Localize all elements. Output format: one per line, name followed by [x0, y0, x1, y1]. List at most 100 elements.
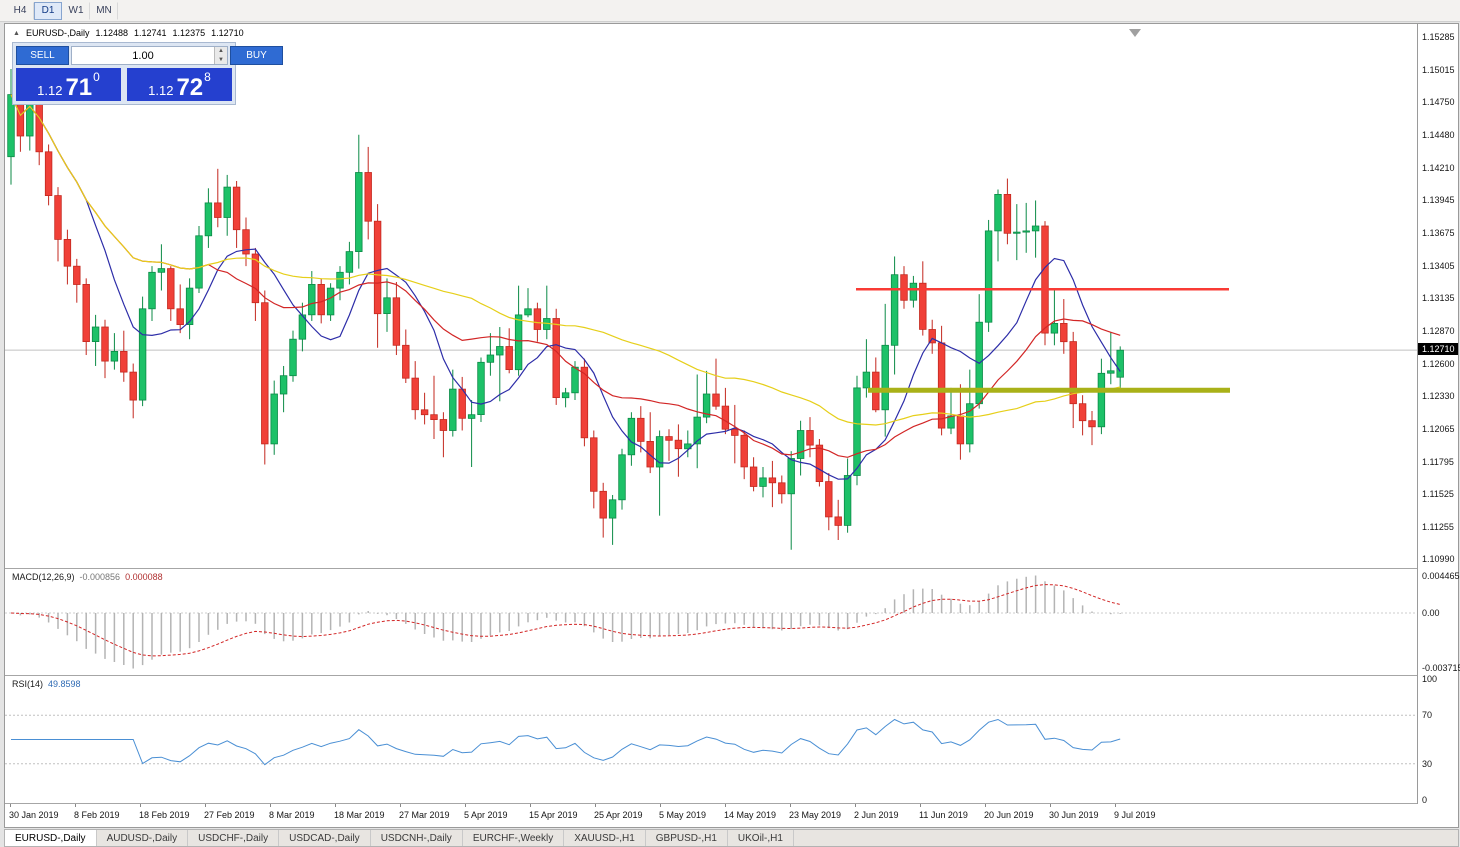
- candle[interactable]: [834, 499, 842, 541]
- candle[interactable]: [496, 327, 504, 402]
- candle[interactable]: [204, 188, 213, 248]
- candle[interactable]: [402, 329, 410, 384]
- candle[interactable]: [157, 244, 166, 291]
- volume-decrease-button[interactable]: ▼: [214, 55, 227, 64]
- candle[interactable]: [176, 284, 184, 334]
- candle[interactable]: [73, 258, 81, 303]
- candle[interactable]: [599, 482, 607, 538]
- candle[interactable]: [768, 460, 777, 508]
- candle[interactable]: [430, 375, 438, 439]
- candle[interactable]: [101, 319, 109, 379]
- candle[interactable]: [63, 229, 72, 285]
- one-click-collapse-icon[interactable]: ▲: [13, 29, 20, 37]
- candle[interactable]: [120, 330, 128, 382]
- candle[interactable]: [289, 330, 297, 382]
- candle[interactable]: [54, 187, 62, 262]
- chart-shift-marker-icon[interactable]: [1129, 29, 1141, 37]
- candle[interactable]: [702, 370, 711, 424]
- candle[interactable]: [467, 400, 476, 467]
- candle[interactable]: [787, 451, 795, 550]
- buy-price-display[interactable]: 1.12 72 8: [127, 68, 232, 101]
- candle[interactable]: [326, 283, 335, 321]
- candle[interactable]: [674, 424, 683, 477]
- symbol-tab[interactable]: XAUUSD-,H1: [564, 830, 646, 846]
- candle[interactable]: [514, 285, 523, 376]
- candle[interactable]: [900, 266, 908, 309]
- buy-button[interactable]: BUY: [230, 46, 283, 65]
- candle[interactable]: [364, 146, 372, 240]
- candle[interactable]: [919, 261, 927, 336]
- candle[interactable]: [1013, 204, 1021, 261]
- candle[interactable]: [270, 380, 278, 455]
- candle[interactable]: [1041, 221, 1049, 346]
- candle[interactable]: [317, 278, 325, 324]
- candle[interactable]: [1069, 331, 1077, 429]
- candle[interactable]: [984, 219, 993, 332]
- symbol-tab[interactable]: USDCNH-,Daily: [371, 830, 463, 846]
- candle[interactable]: [1060, 299, 1068, 354]
- panel-separator[interactable]: [5, 568, 1458, 569]
- candle[interactable]: [439, 412, 448, 458]
- candle[interactable]: [44, 144, 53, 206]
- candle[interactable]: [862, 339, 871, 398]
- candle[interactable]: [373, 204, 382, 348]
- candle[interactable]: [561, 387, 570, 408]
- candle[interactable]: [665, 429, 673, 461]
- candle[interactable]: [91, 314, 100, 366]
- candle[interactable]: [148, 266, 156, 321]
- candle[interactable]: [524, 288, 532, 318]
- candle[interactable]: [411, 361, 419, 420]
- symbol-tab[interactable]: USDCAD-,Daily: [279, 830, 371, 846]
- candle[interactable]: [881, 303, 889, 437]
- candle[interactable]: [420, 392, 429, 425]
- candle[interactable]: [693, 374, 701, 469]
- sell-button[interactable]: SELL: [16, 46, 69, 65]
- candle[interactable]: [392, 282, 401, 356]
- macd-panel[interactable]: [5, 569, 1417, 675]
- candle[interactable]: [590, 430, 598, 509]
- volume-input[interactable]: [72, 47, 214, 64]
- candle[interactable]: [345, 241, 354, 285]
- volume-increase-button[interactable]: ▲: [214, 47, 227, 56]
- time-axis[interactable]: 30 Jan 2019 8 Feb 2019 18 Feb 2019 27 Feb 2…: [5, 804, 1417, 827]
- timeframe-button-h4[interactable]: H4: [6, 1, 34, 20]
- candle[interactable]: [796, 420, 805, 476]
- symbol-tab[interactable]: EURCHF-,Weekly: [463, 830, 565, 846]
- candle[interactable]: [825, 473, 833, 531]
- candle[interactable]: [721, 387, 730, 435]
- candle[interactable]: [740, 430, 748, 480]
- candle[interactable]: [1088, 411, 1096, 446]
- candle[interactable]: [1078, 395, 1087, 436]
- candle[interactable]: [82, 278, 90, 356]
- candle[interactable]: [1097, 358, 1106, 435]
- candle[interactable]: [449, 369, 457, 437]
- symbol-tab[interactable]: UKOil-,H1: [728, 830, 794, 846]
- candle[interactable]: [909, 275, 918, 308]
- candle[interactable]: [815, 438, 824, 487]
- candle[interactable]: [759, 466, 767, 498]
- candle[interactable]: [543, 285, 551, 340]
- candle[interactable]: [129, 363, 137, 419]
- rsi-panel[interactable]: [5, 676, 1417, 803]
- panel-separator[interactable]: [5, 675, 1458, 676]
- candle[interactable]: [486, 333, 495, 376]
- candle[interactable]: [1116, 346, 1124, 391]
- candle[interactable]: [853, 375, 861, 486]
- main-chart[interactable]: [5, 24, 1417, 568]
- candle[interactable]: [195, 226, 203, 293]
- candle[interactable]: [618, 448, 626, 510]
- candle[interactable]: [778, 475, 786, 504]
- candle[interactable]: [627, 412, 636, 466]
- timeframe-button-w1[interactable]: W1: [62, 1, 90, 20]
- candle[interactable]: [214, 168, 222, 228]
- candle[interactable]: [505, 328, 513, 374]
- timeframe-button-d1[interactable]: D1: [34, 1, 62, 20]
- candle[interactable]: [261, 290, 269, 465]
- candle[interactable]: [890, 256, 899, 375]
- candle[interactable]: [956, 384, 965, 460]
- sell-price-display[interactable]: 1.12 71 0: [16, 68, 121, 101]
- candle[interactable]: [458, 376, 466, 431]
- candle[interactable]: [355, 134, 363, 269]
- candle[interactable]: [552, 308, 560, 405]
- symbol-tab[interactable]: AUDUSD-,Daily: [97, 830, 189, 846]
